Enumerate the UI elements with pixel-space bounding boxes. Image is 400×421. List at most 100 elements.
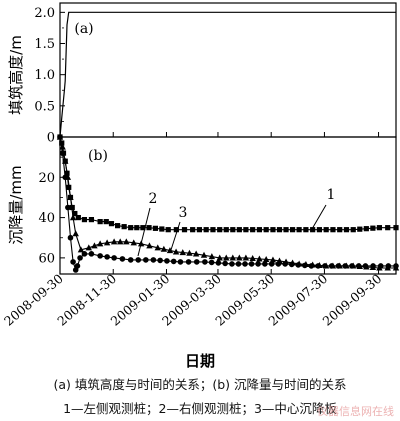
series-2-point <box>166 247 174 254</box>
series-3-point <box>215 260 222 266</box>
series-1-point <box>350 227 356 233</box>
series-2-group <box>56 133 400 271</box>
series-3-point <box>74 263 81 269</box>
series-1-point <box>393 225 399 231</box>
series-callout-label: 2 <box>149 191 158 207</box>
series-1-point <box>173 227 179 233</box>
series-3-point <box>59 150 66 156</box>
series-1-point <box>270 227 276 233</box>
series-2-point <box>236 254 243 261</box>
series-1-group <box>57 134 399 233</box>
panel-b-y-tick-label: 20 <box>38 171 55 186</box>
series-3-point <box>164 258 170 264</box>
series-1-point <box>72 210 78 217</box>
series-3-point <box>315 263 321 269</box>
series-3-point <box>67 234 74 241</box>
panel-b-label: (b) <box>88 148 108 164</box>
series-callout-label: 3 <box>179 205 188 221</box>
series-1-line <box>59 136 396 231</box>
series-3-point <box>262 261 268 267</box>
series-2-point <box>192 250 200 257</box>
series-callout-leader <box>137 207 151 257</box>
series-2-point <box>160 245 168 252</box>
panel-b-y-tick-label: 60 <box>38 251 55 266</box>
series-3-point <box>81 251 88 257</box>
series-2-point <box>256 255 263 262</box>
series-2-point <box>110 238 118 245</box>
series-3-point <box>135 257 142 263</box>
series-3-point <box>275 261 282 267</box>
series-3-line <box>59 136 396 272</box>
series-2-point <box>146 242 153 249</box>
series-1-point <box>296 227 302 233</box>
series-2-line <box>59 136 396 269</box>
x-axis-label: 日期 <box>184 352 215 370</box>
series-1-point <box>165 227 171 233</box>
series-1-point <box>316 227 323 233</box>
series-2-point <box>77 246 85 253</box>
series-1-point <box>152 225 159 231</box>
series-1-point <box>330 227 336 233</box>
series-callout-leader <box>169 221 181 254</box>
series-1-point <box>108 221 115 227</box>
series-3-point <box>222 260 228 267</box>
series-3-point <box>282 261 288 267</box>
series-1-point <box>337 227 343 233</box>
panel-b-series <box>56 133 400 273</box>
series-1-point <box>115 223 121 229</box>
series-3-point <box>97 253 103 259</box>
series-3-point <box>328 263 335 269</box>
series-2-point <box>262 255 270 262</box>
series-1-point <box>276 227 283 233</box>
series-1-point <box>310 227 316 233</box>
series-3-point <box>302 262 308 269</box>
series-3-point <box>288 261 295 268</box>
series-2-point <box>200 251 208 258</box>
series-3-point <box>157 257 163 264</box>
series-3-point <box>202 259 208 265</box>
panel-a-frame <box>59 2 397 138</box>
series-1-point <box>128 225 134 231</box>
series-2-point <box>72 230 79 237</box>
panel-b-y-tick-label: 40 <box>38 211 55 226</box>
series-3-point <box>185 259 192 265</box>
caption-line-1: (a) 填筑高度与时间的关系；(b) 沉降量与时间的关系 <box>53 377 347 392</box>
series-2-point <box>249 254 256 261</box>
series-3-point <box>119 256 126 262</box>
series-callout-label: 1 <box>327 187 336 203</box>
panel-b-series-callouts: 1 2 3 <box>137 187 336 257</box>
series-1-point <box>97 219 103 225</box>
series-3-point <box>104 254 110 260</box>
series-1-point <box>88 217 95 223</box>
series-1-point <box>289 227 296 233</box>
panel-a-height-line <box>59 11 396 138</box>
series-1-point <box>210 227 216 233</box>
series-1-point <box>363 226 369 232</box>
series-3-point <box>229 261 235 267</box>
caption-line-2: 1—左侧观测桩；2—右侧观测桩；3—中心沉降板 <box>63 401 337 416</box>
series-3-point <box>77 255 83 261</box>
series-2-point <box>117 238 124 245</box>
series-1-point <box>303 227 309 233</box>
panel-a-y-ticks: 0 0.5 1.0 1.5 2.0 <box>34 6 65 146</box>
panel-a-y-tick-label: 0 <box>47 131 55 146</box>
series-3-point <box>177 259 184 265</box>
panel-b-settlement: (b) 20 40 60 1 2 3 沉降量/mm <box>7 133 400 275</box>
panel-a-fill-height: (a) 0 0.5 1.0 1.5 2.0 填筑高度/m <box>7 2 397 146</box>
series-1-point <box>323 227 329 233</box>
series-1-point <box>190 227 196 233</box>
panel-a-y-tick-label: 1.0 <box>34 68 55 83</box>
series-3-point <box>111 255 117 261</box>
series-1-point <box>236 227 242 233</box>
series-3-point <box>385 263 392 269</box>
series-3-point <box>62 174 69 181</box>
series-2-point <box>172 248 180 255</box>
series-1-point <box>196 227 203 233</box>
series-3-point <box>70 259 76 265</box>
series-3-point <box>295 262 302 268</box>
series-2-point <box>123 238 130 245</box>
series-1-point <box>263 227 269 233</box>
series-3-point <box>208 259 215 266</box>
series-2-point <box>223 254 230 261</box>
series-2-point <box>69 214 77 221</box>
